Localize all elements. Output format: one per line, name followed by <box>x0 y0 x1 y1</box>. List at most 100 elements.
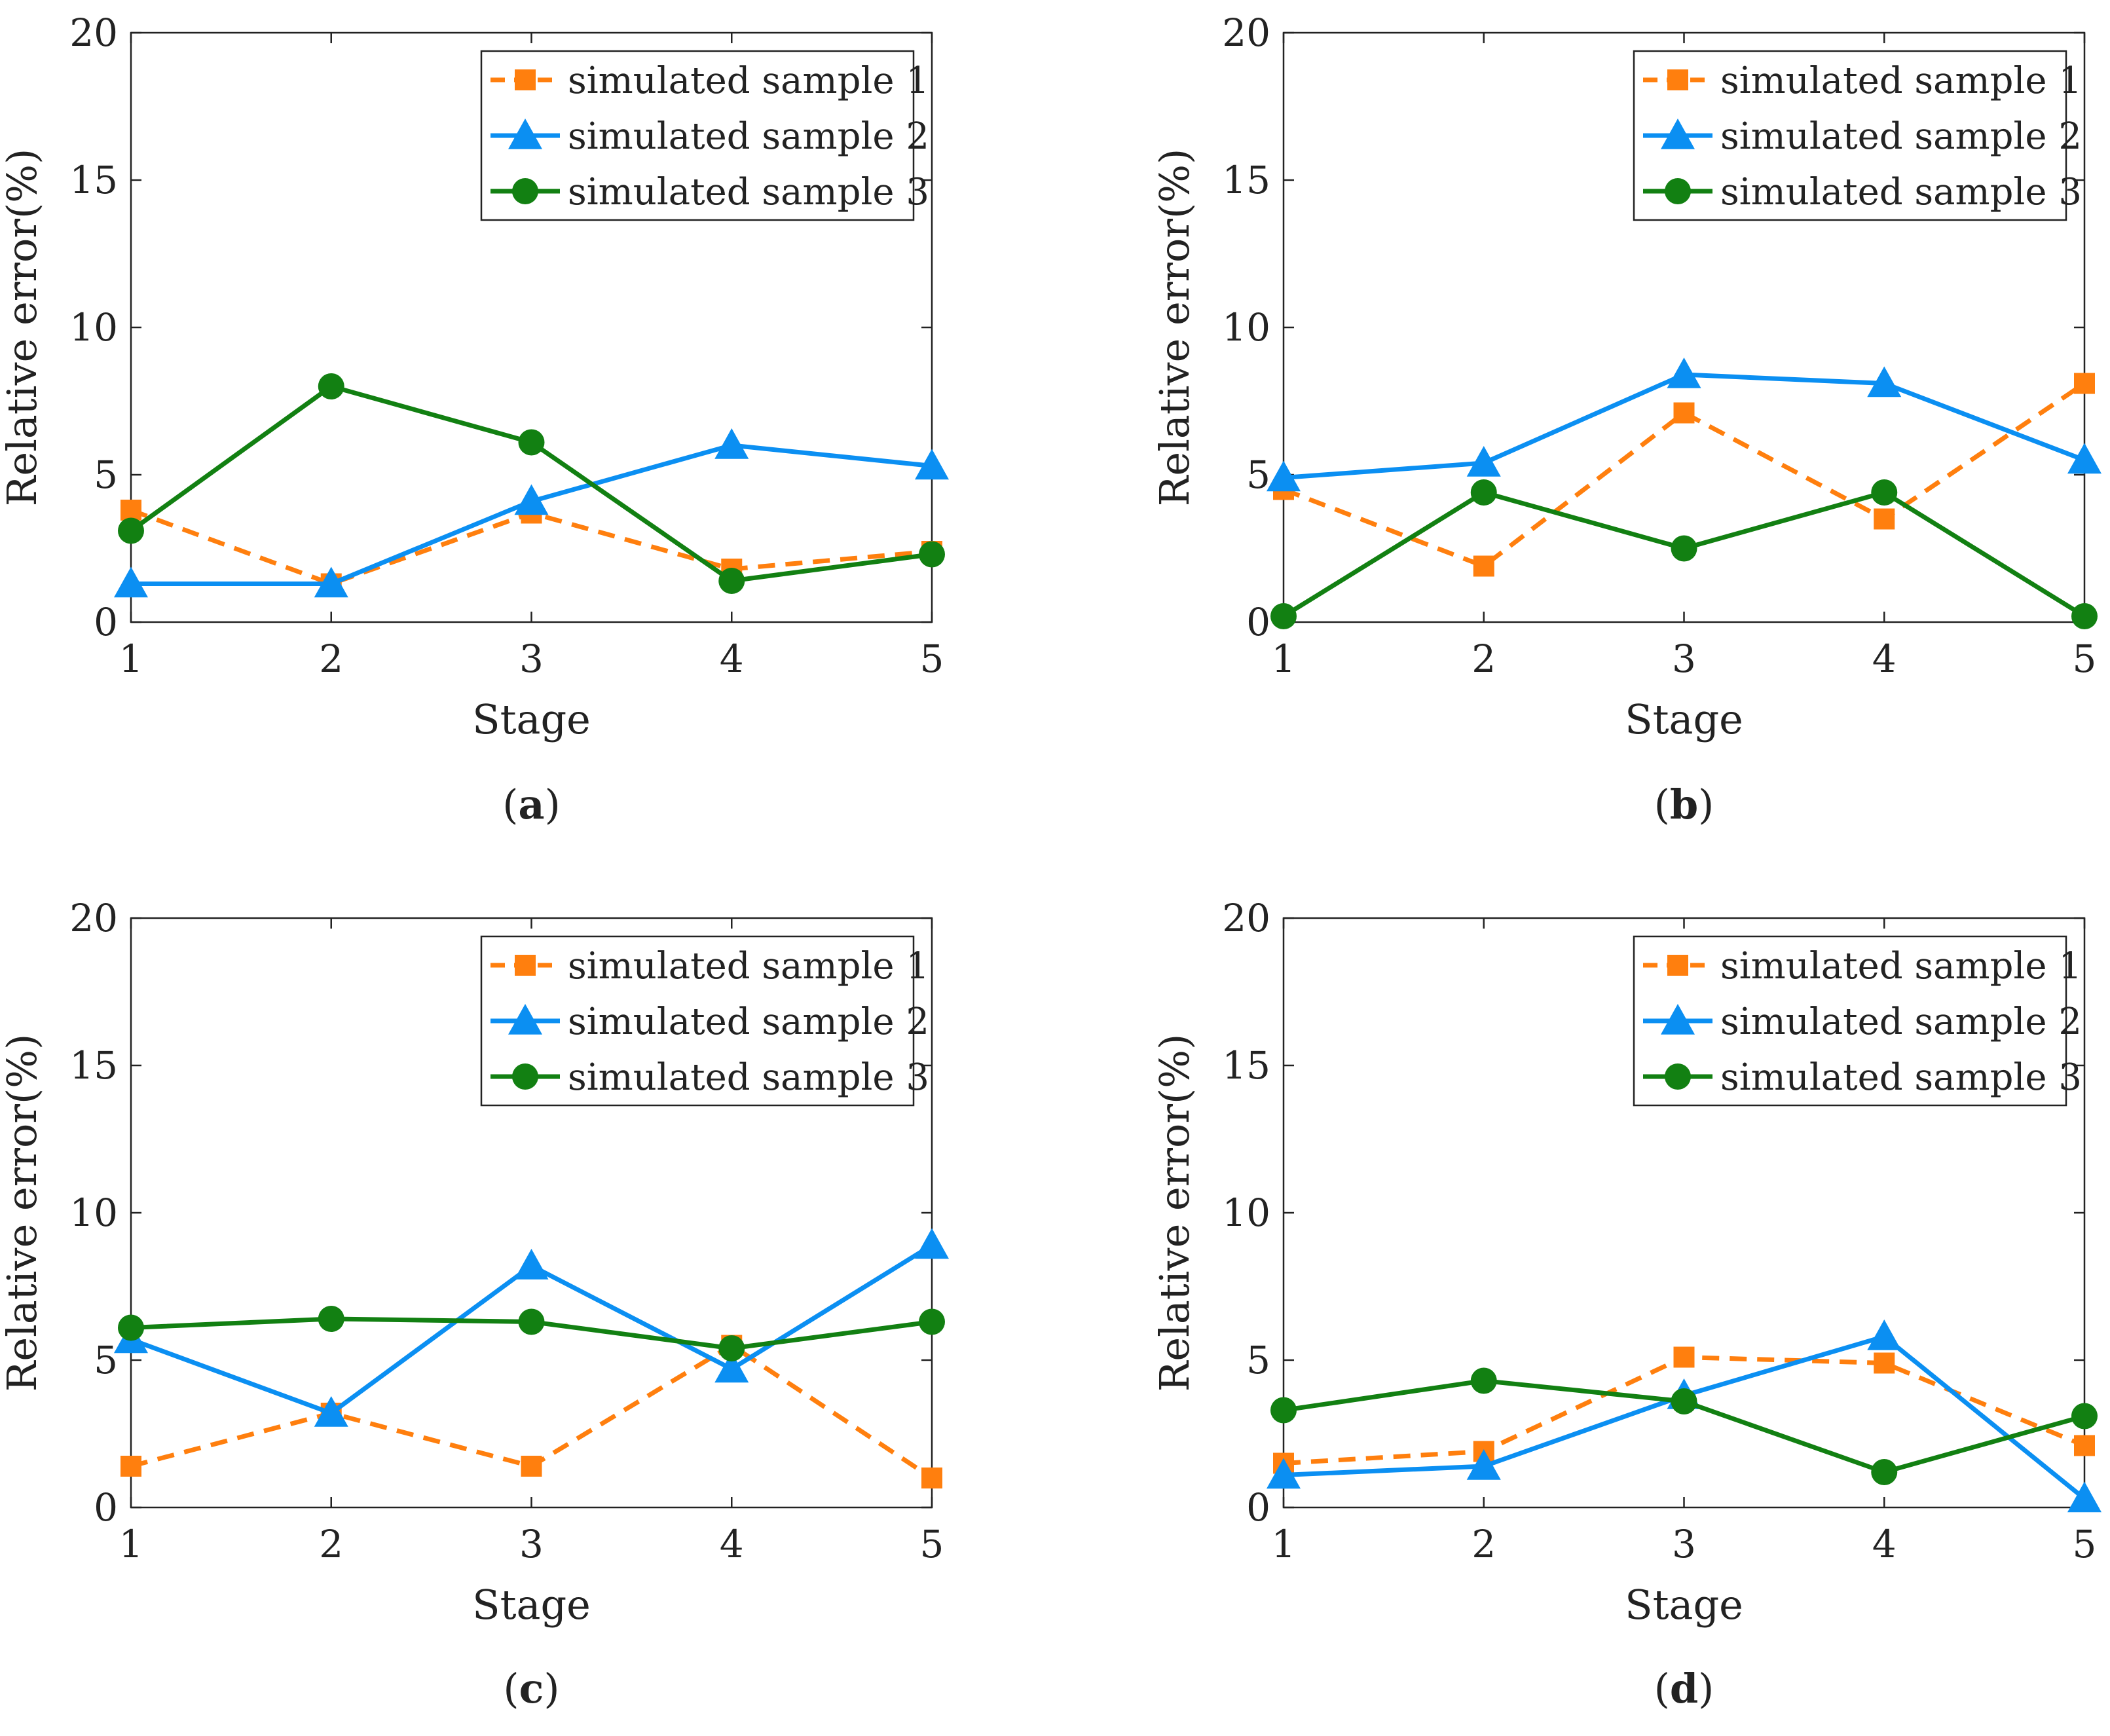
circle-marker <box>2071 603 2098 629</box>
legend-circle-marker <box>512 178 538 204</box>
y-tick-label: 0 <box>94 1485 118 1530</box>
triangle-marker <box>1867 1320 1902 1350</box>
square-marker <box>1673 402 1695 424</box>
y-tick-label: 10 <box>1222 305 1270 350</box>
y-tick-label: 0 <box>94 600 118 644</box>
circle-marker <box>518 429 545 456</box>
y-axis-label: Relative error(%) <box>1151 149 1198 507</box>
legend-triangle-marker <box>508 119 542 149</box>
legend-entry-label: simulated sample 1 <box>1720 60 2082 102</box>
panel-label-letter: a <box>518 781 544 828</box>
x-tick-label: 1 <box>119 637 143 681</box>
circle-marker <box>118 517 144 544</box>
triangle-marker <box>1267 1458 1301 1489</box>
triangle-marker <box>314 566 348 598</box>
y-tick-label: 15 <box>69 1043 118 1088</box>
y-tick-label: 5 <box>1246 452 1270 497</box>
panel-label: (c) <box>503 1665 559 1712</box>
triangle-marker <box>1667 358 1701 388</box>
y-tick-label: 10 <box>1222 1191 1270 1235</box>
triangle-marker <box>2067 1481 2101 1513</box>
legend-entry-label: simulated sample 2 <box>1720 115 2082 158</box>
x-tick-label: 3 <box>1672 637 1696 681</box>
legend-entry-label: simulated sample 1 <box>1720 945 2082 988</box>
panel-label-close: ) <box>1698 1665 1714 1712</box>
series-1 <box>120 1335 942 1488</box>
square-marker <box>2074 373 2095 394</box>
circle-marker <box>518 1308 545 1335</box>
y-tick-label: 5 <box>94 452 118 497</box>
x-tick-label: 2 <box>1471 637 1496 681</box>
x-tick-label: 5 <box>2073 1522 2097 1566</box>
series-2 <box>114 1228 949 1427</box>
panel-label-letter: b <box>1670 781 1698 828</box>
x-tick-label: 4 <box>720 1522 744 1566</box>
legend: simulated sample 1 simulated sample 2 simu… <box>1633 50 2082 221</box>
y-tick-label: 0 <box>1246 600 1270 644</box>
x-tick-label: 5 <box>920 637 944 681</box>
legend-square-marker <box>1667 69 1688 90</box>
y-tick-label: 5 <box>1246 1338 1270 1382</box>
x-tick-label: 2 <box>319 637 343 681</box>
triangle-marker <box>915 1228 949 1259</box>
panel-label-letter: d <box>1670 1665 1698 1712</box>
x-tick-label: 2 <box>1471 1522 1496 1566</box>
square-marker <box>2074 1435 2095 1456</box>
legend-square-marker <box>515 69 536 90</box>
square-marker <box>1874 508 1895 530</box>
circle-marker <box>919 1308 945 1335</box>
legend: simulated sample 1 simulated sample 2 simu… <box>480 935 929 1107</box>
x-tick-label: 4 <box>720 637 744 681</box>
y-axis-label: Relative error(%) <box>1151 1034 1198 1392</box>
y-tick-label: 15 <box>1222 158 1270 202</box>
triangle-marker <box>1466 446 1501 477</box>
triangle-marker <box>1466 1449 1501 1480</box>
panel-label: (b) <box>1654 781 1714 828</box>
x-tick-label: 3 <box>519 637 544 681</box>
legend-entry-label: simulated sample 3 <box>568 171 929 213</box>
x-tick-label: 5 <box>2073 637 2097 681</box>
series-line <box>1283 372 2086 480</box>
y-tick-label: 10 <box>69 305 118 350</box>
legend-square-marker <box>515 955 536 976</box>
y-tick-label: 20 <box>1222 896 1270 940</box>
panel-label: (a) <box>502 781 561 828</box>
circle-marker <box>318 373 344 399</box>
circle-marker <box>2071 1403 2098 1430</box>
series-3 <box>1270 479 2098 629</box>
series-line <box>1282 381 2086 568</box>
circle-marker <box>919 541 945 568</box>
legend-triangle-marker <box>1661 119 1695 149</box>
triangle-marker <box>2067 443 2101 474</box>
square-marker <box>1874 1352 1895 1374</box>
legend-circle-marker <box>1665 1063 1691 1090</box>
chart-panel-d: 0 5 10 15 20 1 2 3 4 5 Stage Relative error(%) simul… <box>1151 896 2101 1712</box>
x-tick-label: 3 <box>519 1522 544 1566</box>
square-marker <box>1673 1346 1695 1368</box>
legend-entry-label: simulated sample 3 <box>1720 1056 2082 1099</box>
legend: simulated sample 1 simulated sample 2 simu… <box>480 50 929 221</box>
y-tick-label: 20 <box>69 896 118 940</box>
triangle-marker <box>714 428 749 459</box>
triangle-marker <box>514 1249 549 1280</box>
x-tick-label: 1 <box>1272 1522 1296 1566</box>
legend-entry-label: simulated sample 3 <box>568 1056 929 1099</box>
x-axis-label: Stage <box>1625 695 1743 743</box>
circle-marker <box>718 568 745 594</box>
legend-circle-marker <box>1665 178 1691 204</box>
circle-marker <box>1871 479 1898 506</box>
square-marker <box>120 500 141 521</box>
triangle-marker <box>314 1396 348 1427</box>
x-axis-label: Stage <box>472 695 591 743</box>
x-tick-label: 4 <box>1872 637 1897 681</box>
circle-marker <box>118 1314 144 1341</box>
legend-square-marker <box>1667 955 1688 976</box>
circle-marker <box>718 1335 745 1361</box>
legend-entry-label: simulated sample 3 <box>1720 171 2082 213</box>
triangle-marker <box>915 449 949 480</box>
legend-entry-label: simulated sample 2 <box>568 115 929 158</box>
panel-label-close: ) <box>545 781 561 828</box>
panel-label-open: ( <box>1654 781 1670 828</box>
panel-label-close: ) <box>544 1665 559 1712</box>
